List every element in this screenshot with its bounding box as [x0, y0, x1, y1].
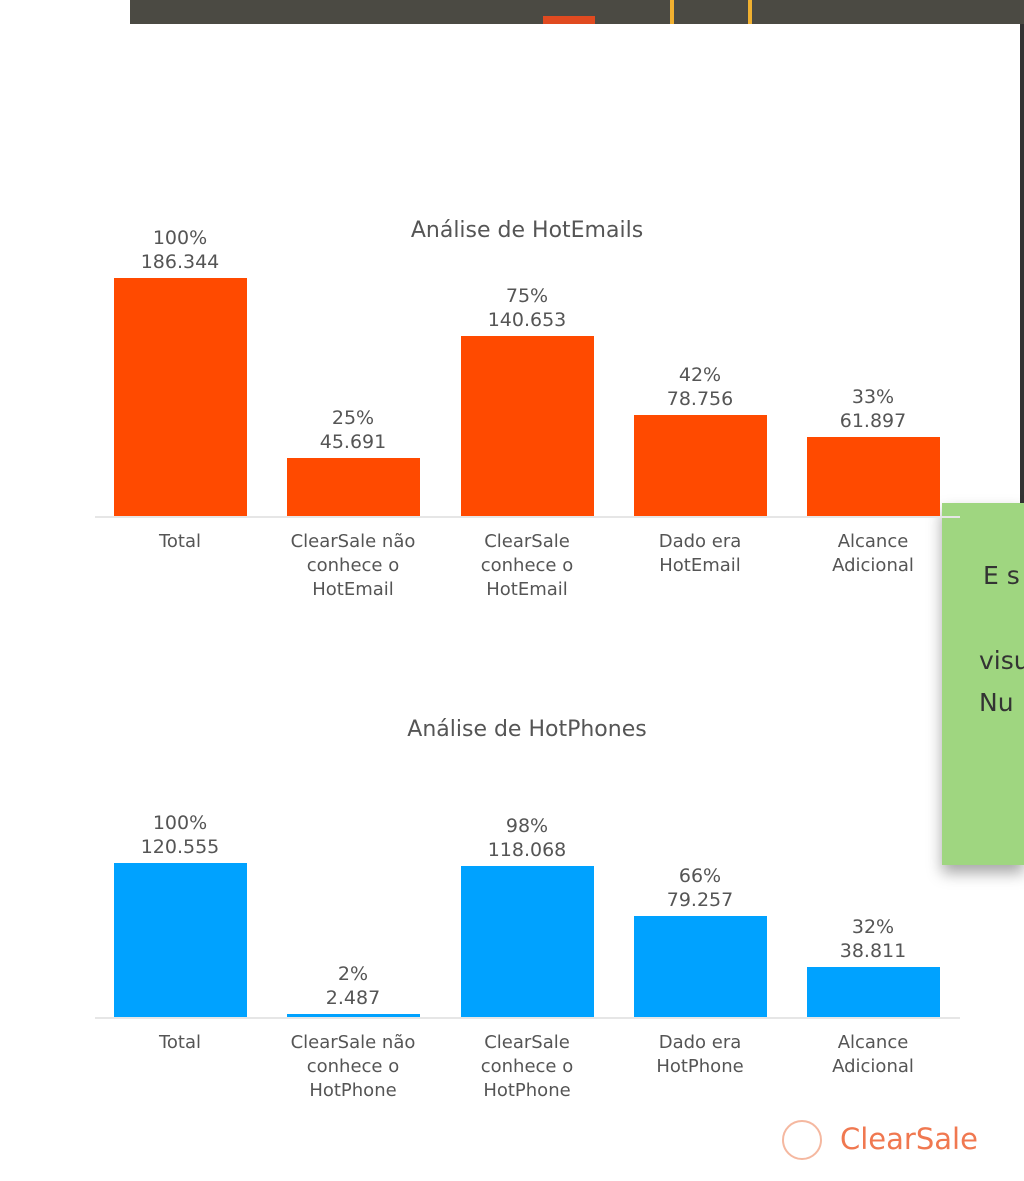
bar — [633, 415, 767, 516]
chart-title: Análise de HotPhones — [407, 717, 647, 742]
logo-icon — [782, 1120, 822, 1160]
value-label: 186.344 — [140, 251, 220, 273]
bar — [633, 915, 767, 1017]
sticky-note: E s visu Nu — [942, 503, 1024, 865]
x-tick-label: ClearSale não conhece o HotPhone — [290, 1032, 416, 1101]
share-label: 42% — [678, 364, 722, 387]
bar — [806, 436, 940, 516]
x-tick-label: ClearSale conhece o HotPhone — [480, 1032, 574, 1101]
x-tick-label: Alcance Adicional — [832, 1032, 914, 1077]
share-label: 100% — [152, 227, 208, 249]
value-label: 78.756 — [666, 388, 734, 411]
share-label: 100% — [152, 812, 208, 835]
share-label: 2% — [337, 962, 369, 985]
bar — [806, 967, 940, 1017]
value-label: 79.257 — [666, 888, 734, 911]
strip-shape — [670, 0, 674, 24]
value-label: 120.555 — [140, 836, 220, 859]
baseline — [95, 1017, 960, 1019]
share-label: 32% — [851, 916, 895, 939]
note-line: E s — [983, 561, 1020, 590]
right-edge — [1020, 24, 1024, 564]
value-label: 61.897 — [839, 409, 907, 432]
baseline — [95, 516, 960, 518]
top-strip — [130, 0, 1024, 24]
bar — [113, 863, 247, 1017]
value-label: 38.811 — [839, 940, 907, 963]
value-label: 140.653 — [487, 309, 567, 332]
share-label: 66% — [678, 864, 722, 887]
value-label: 2.487 — [325, 986, 381, 1009]
share-label: 98% — [505, 815, 549, 838]
value-label: 45.691 — [319, 430, 387, 453]
bar — [113, 278, 247, 516]
value-label: 118.068 — [487, 839, 567, 862]
bar — [286, 1013, 420, 1017]
chart-title: Análise de HotEmails — [410, 218, 644, 243]
share-label: 75% — [505, 285, 549, 308]
strip-shape — [543, 16, 595, 24]
logo-text: ClearSale — [840, 1122, 978, 1156]
share-label: 25% — [331, 406, 375, 429]
note-line: Nu — [979, 688, 1014, 717]
bar — [460, 336, 594, 516]
x-tick-label: ClearSale conhece o HotEmail — [480, 531, 574, 600]
bar — [286, 457, 420, 516]
x-tick-label: Dado era HotEmail — [658, 531, 742, 576]
x-tick-label: Total — [158, 1032, 202, 1053]
bar — [460, 866, 594, 1017]
strip-shape — [748, 0, 752, 24]
x-tick-label: Total — [158, 531, 202, 552]
x-tick-label: Alcance Adicional — [832, 531, 914, 576]
x-tick-label: ClearSale não conhece o HotEmail — [290, 531, 416, 600]
note-line: visu — [979, 646, 1024, 675]
share-label: 33% — [851, 385, 895, 408]
x-tick-label: Dado era HotPhone — [656, 1032, 744, 1077]
